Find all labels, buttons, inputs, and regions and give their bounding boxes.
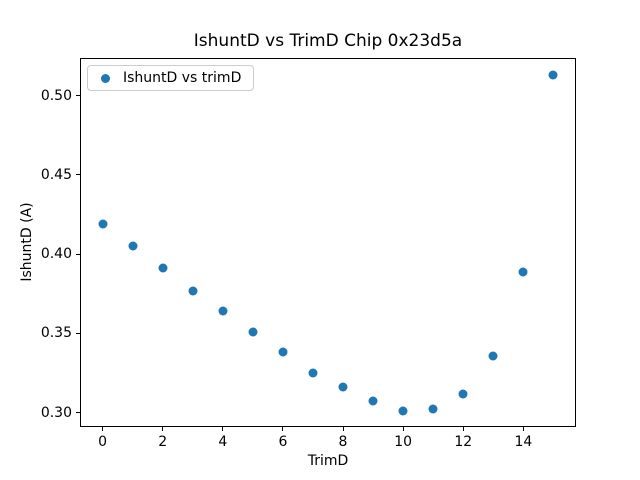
x-tick-mark (282, 427, 284, 431)
y-tick-mark (76, 412, 80, 414)
scatter-point (98, 219, 108, 229)
x-tick-label: 2 (158, 434, 168, 450)
x-tick-mark (342, 427, 344, 431)
axes-frame (80, 58, 576, 427)
y-tick-mark (76, 253, 80, 255)
y-tick-label: 0.40 (40, 246, 72, 263)
x-tick-mark (522, 427, 524, 431)
x-tick-label: 6 (278, 434, 288, 450)
scatter-point (458, 389, 468, 399)
scatter-point (428, 404, 438, 414)
x-tick-label: 0 (98, 434, 107, 450)
x-tick-mark (162, 427, 164, 431)
y-tick-label: 0.35 (40, 325, 72, 342)
x-tick-label: 8 (338, 434, 348, 450)
legend-label: IshuntD vs trimD (123, 70, 242, 86)
scatter-point (548, 70, 558, 80)
legend: IshuntD vs trimD (87, 65, 255, 91)
y-tick-mark (76, 332, 80, 334)
y-tick-mark (76, 174, 80, 176)
y-tick-label: 0.30 (40, 404, 72, 421)
scatter-point (158, 263, 168, 273)
scatter-point (188, 286, 198, 296)
x-tick-label: 10 (394, 434, 413, 450)
scatter-point (278, 347, 288, 357)
scatter-point (338, 382, 348, 392)
y-tick-label: 0.45 (40, 166, 72, 183)
y-tick-mark (76, 95, 80, 97)
x-tick-label: 4 (218, 434, 228, 450)
scatter-point (218, 306, 228, 316)
x-tick-mark (402, 427, 404, 431)
scatter-point (398, 406, 408, 416)
scatter-point (308, 368, 318, 378)
scatter-point (518, 267, 528, 277)
scatter-point (488, 351, 498, 361)
x-tick-label: 14 (514, 434, 533, 450)
scatter-point (128, 241, 138, 251)
scatter-point (368, 396, 378, 406)
y-tick-label: 0.50 (40, 87, 72, 104)
x-tick-mark (222, 427, 224, 431)
x-tick-label: 12 (454, 434, 473, 450)
x-axis-label: TrimD (307, 453, 349, 469)
legend-marker-icon (101, 73, 110, 83)
x-tick-mark (102, 427, 104, 431)
x-tick-mark (462, 427, 464, 431)
plot-title: IshuntD vs TrimD Chip 0x23d5a (193, 31, 463, 51)
y-axis-label: IshuntD (A) (19, 202, 35, 282)
scatter-point (248, 327, 258, 337)
